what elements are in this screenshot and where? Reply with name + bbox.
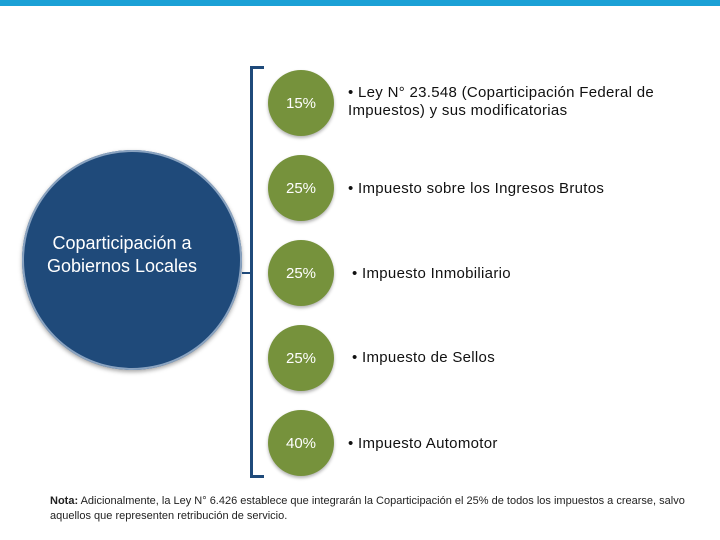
main-circle	[22, 150, 242, 370]
item-text-3: • Impuesto Inmobiliario	[352, 265, 511, 282]
percent-circle-2: 25%	[268, 155, 334, 221]
percent-circle-5: 40%	[268, 410, 334, 476]
item-text-4: • Impuesto de Sellos	[352, 349, 495, 366]
percent-circle-3: 25%	[268, 240, 334, 306]
footnote-label: Nota:	[50, 495, 79, 507]
item-text-1: • Ley N° 23.548 (Coparticipación Federal…	[348, 84, 654, 119]
top-accent-bar	[0, 0, 720, 6]
footnote-text: Adicionalmente, la Ley N° 6.426 establec…	[50, 495, 685, 522]
bracket-tick	[242, 272, 250, 274]
footnote: Nota: Adicionalmente, la Ley N° 6.426 es…	[50, 494, 690, 524]
item-text-5: • Impuesto Automotor	[348, 435, 498, 452]
bracket	[250, 66, 264, 478]
item-text-2: • Impuesto sobre los Ingresos Brutos	[348, 180, 605, 197]
percent-circle-4: 25%	[268, 325, 334, 391]
main-circle-label: Coparticipación a Gobiernos Locales	[46, 233, 198, 276]
percent-circle-1: 15%	[268, 70, 334, 136]
